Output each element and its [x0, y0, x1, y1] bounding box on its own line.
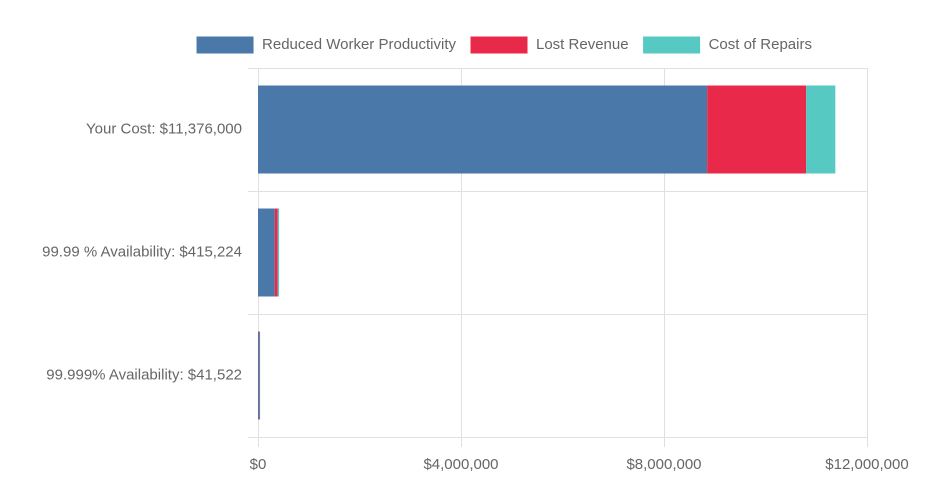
bar-segment-cost-of-repairs[interactable] — [278, 209, 279, 297]
legend-label: Lost Revenue — [536, 36, 629, 53]
y-axis-labels: Your Cost: $11,376,000 99.99 % Availabili… — [42, 120, 242, 383]
legend-swatch — [643, 36, 701, 54]
bar-segment-reduced-worker-productivity[interactable] — [258, 86, 707, 174]
legend: Reduced Worker Productivity Lost Revenue C… — [196, 36, 812, 54]
legend-swatch — [470, 36, 528, 54]
y-tick-label: 99.99 % Availability: $415,224 — [42, 243, 242, 260]
x-tick-label: $0 — [250, 456, 267, 473]
y-tick-label: 99.999% Availability: $41,522 — [46, 366, 242, 383]
x-tick-label: $4,000,000 — [423, 456, 498, 473]
x-tick-label: $8,000,000 — [626, 456, 701, 473]
bar-segment-reduced-worker-productivity[interactable] — [258, 332, 260, 420]
bar-segment-cost-of-repairs[interactable] — [806, 86, 835, 174]
bar-segment-lost-revenue[interactable] — [707, 86, 806, 174]
x-tick-label: $12,000,000 — [825, 456, 908, 473]
legend-label: Reduced Worker Productivity — [262, 36, 456, 53]
bars — [258, 86, 835, 420]
bar-segment-reduced-worker-productivity[interactable] — [258, 209, 275, 297]
y-tick-label: Your Cost: $11,376,000 — [86, 120, 242, 137]
legend-swatch — [196, 36, 254, 54]
legend-label: Cost of Repairs — [709, 36, 812, 53]
legend-item-cost-of-repairs[interactable]: Cost of Repairs — [643, 36, 812, 54]
legend-item-lost-revenue[interactable]: Lost Revenue — [470, 36, 629, 54]
x-axis-labels: $0 $4,000,000 $8,000,000 $12,000,000 — [250, 456, 909, 473]
legend-item-reduced-worker-productivity[interactable]: Reduced Worker Productivity — [196, 36, 456, 54]
bar-segment-lost-revenue[interactable] — [275, 209, 278, 297]
